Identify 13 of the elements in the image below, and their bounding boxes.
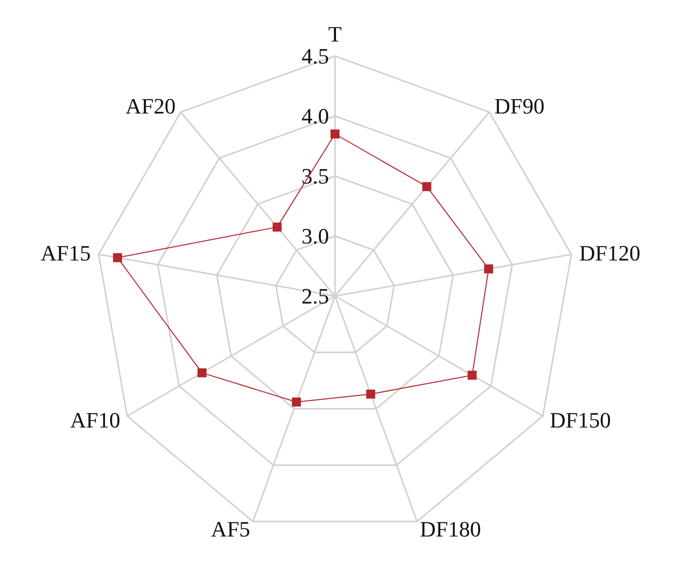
y-tick-label: 4.5 [302, 44, 329, 68]
spoke-label: AF5 [211, 516, 250, 542]
spoke-label: DF120 [579, 240, 640, 266]
spoke-label: DF90 [494, 94, 545, 119]
y-tick-label: 2.5 [302, 284, 329, 308]
y-tick-label: 4.0 [302, 104, 329, 128]
spoke-label: DF150 [550, 408, 611, 432]
spoke-label: DF180 [420, 516, 481, 542]
spoke-label: AF20 [125, 94, 176, 119]
spoke-label: T [328, 22, 342, 47]
spoke-label: AF15 [40, 240, 91, 266]
y-tick-label: 3.0 [302, 224, 329, 248]
spoke-label: AF10 [70, 408, 120, 432]
